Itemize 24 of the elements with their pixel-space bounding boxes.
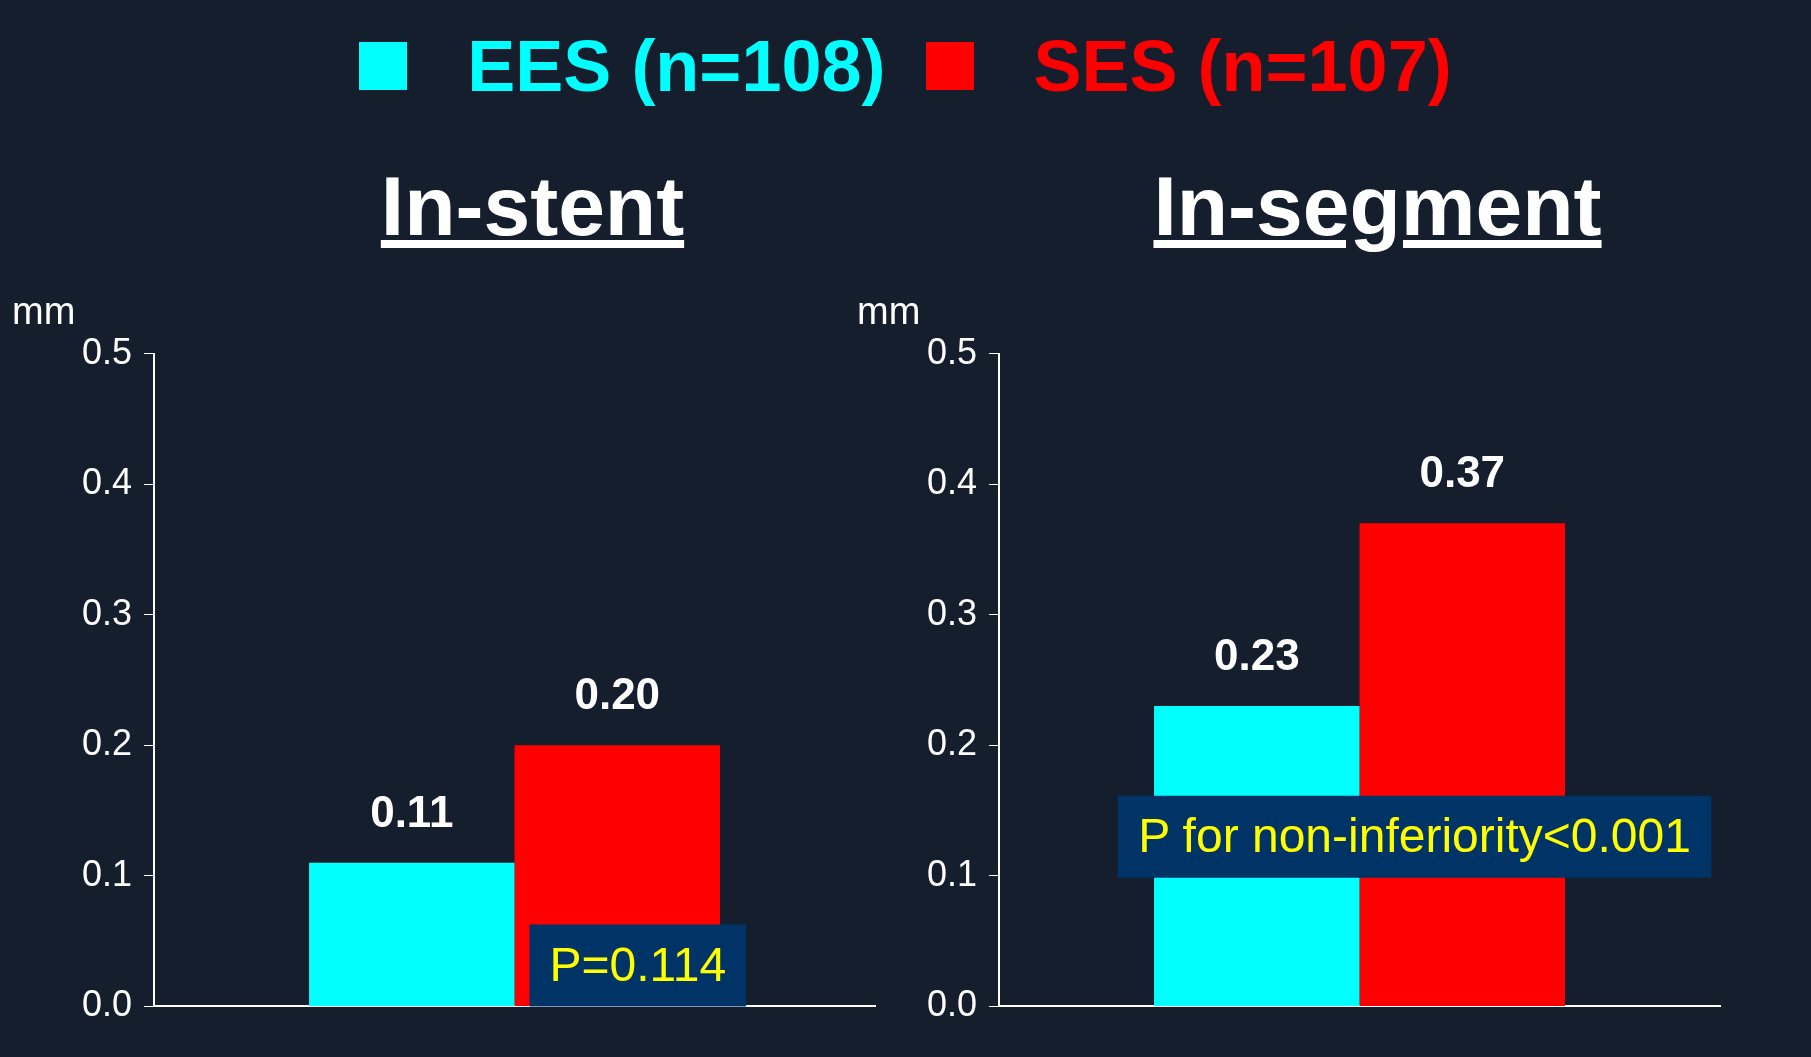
y-tick-label: 0.5 — [927, 330, 978, 372]
data-label: 0.20 — [574, 669, 661, 719]
data-label: 0.37 — [1419, 447, 1506, 497]
y-tick-label: 0.1 — [82, 852, 133, 894]
y-tick-label: 0.1 — [927, 852, 978, 894]
annotation: P=0.114 — [549, 937, 727, 991]
y-tick-label: 0.2 — [927, 722, 978, 764]
legend-label: EES (n=108) — [467, 25, 886, 107]
y-axis-title: mm — [12, 290, 76, 333]
chart-title: In-stent — [379, 158, 686, 255]
data-label: 0.11 — [370, 786, 454, 836]
y-tick-label: 0.0 — [82, 983, 133, 1025]
y-tick-label: 0.2 — [82, 722, 133, 764]
y-tick-label: 0.4 — [82, 461, 133, 503]
y-tick-label: 0.3 — [82, 591, 133, 633]
annotation: P for non-inferiority<0.001 — [1138, 808, 1691, 862]
y-tick-label: 0.3 — [927, 591, 978, 633]
chart-title: In-segment — [1152, 158, 1603, 255]
y-tick-label: 0.4 — [927, 461, 978, 503]
y-tick-label: 0.0 — [927, 983, 978, 1025]
data-label: 0.23 — [1213, 630, 1300, 680]
y-tick-label: 0.5 — [82, 330, 133, 372]
y-axis-title: mm — [857, 290, 921, 333]
legend-label: SES (n=107) — [1033, 25, 1452, 107]
